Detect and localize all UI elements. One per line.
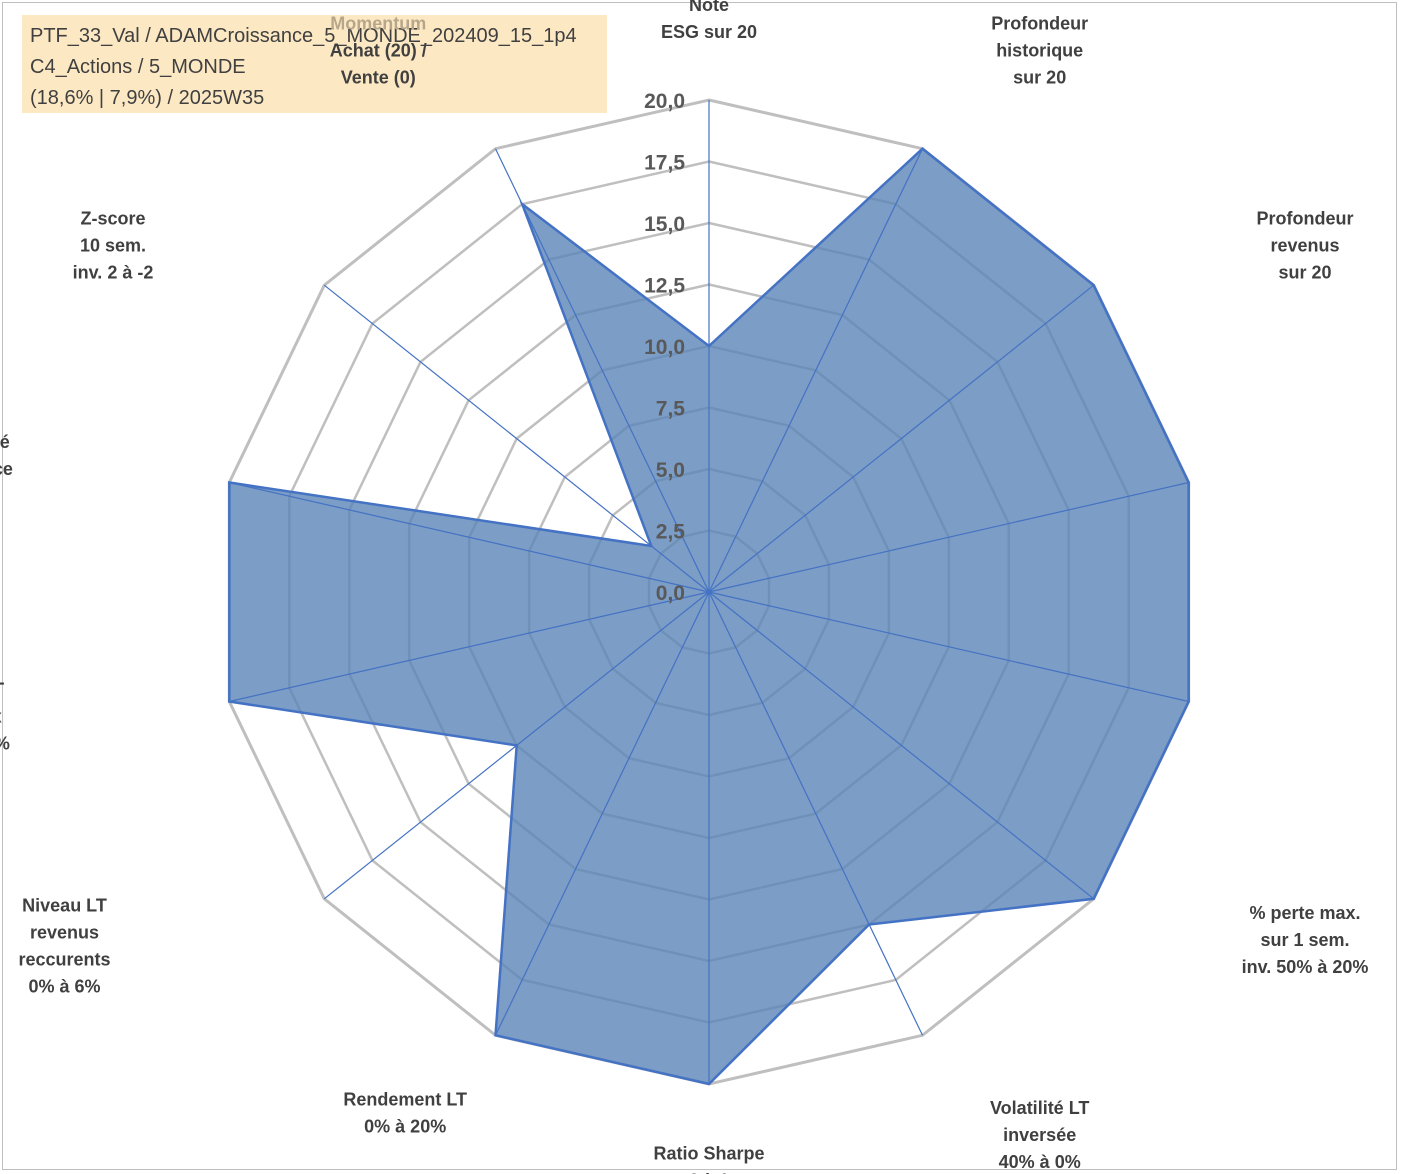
axis-spoke	[708, 591, 1095, 900]
axis-label: -8% à 12%	[0, 734, 10, 754]
axis-spoke	[708, 148, 924, 593]
axis-spoke	[323, 591, 710, 900]
axis-label: 10 sem.	[80, 235, 146, 255]
axis-label: Profondeur	[991, 13, 1088, 33]
axis-label: sur 20	[1013, 67, 1066, 87]
axis-spoke	[229, 591, 710, 703]
axis-spoke	[708, 591, 1189, 703]
radar-tick-labels: 0,0 2,5 5,0 7,5 10,0 12,5 15,0 17,5 20,0	[644, 90, 685, 605]
info-line-stats: (18,6% | 7,9%) / 2025W35	[30, 87, 265, 109]
axis-label: Niveau LT	[22, 896, 107, 916]
axis-spoke	[323, 284, 710, 593]
axis-spoke	[708, 481, 1189, 593]
axis-label: reccurents	[18, 950, 110, 970]
axis-label: Volatilité LT	[990, 1098, 1089, 1118]
axis-label: Achat (20) /	[330, 40, 427, 60]
tick-label: 5,0	[656, 459, 685, 482]
axis-label: vs index	[0, 707, 2, 727]
tick-label: 7,5	[656, 398, 686, 421]
axis-label: Z-score	[80, 208, 145, 228]
axis-label: 40% à 0%	[999, 1152, 1081, 1172]
tick-label: 15,0	[644, 213, 685, 236]
tick-label: 17,5	[644, 152, 685, 175]
axis-label: revenus	[1270, 235, 1339, 255]
axis-spoke	[229, 481, 710, 593]
tick-label: 2,5	[656, 521, 686, 544]
axis-label: 0% à 6%	[28, 977, 100, 997]
axis-label: inversée	[1003, 1125, 1076, 1145]
info-line-category: C4_Actions / 5_MONDE	[30, 56, 246, 78]
tick-label: 0,0	[656, 582, 685, 605]
axis-label: Rendement LT	[343, 1090, 467, 1110]
axis-spoke	[494, 148, 710, 593]
axis-label: Perfo. LT	[0, 680, 4, 700]
tick-label: 20,0	[644, 90, 685, 113]
axis-label: 0 à 1	[689, 1171, 729, 1174]
axis-label: 0% à 20%	[364, 1117, 446, 1137]
info-box: PTF_33_Val / ADAMCroissance_5_MONDE_2024…	[22, 15, 607, 113]
axis-label: Ratio Sharpe	[653, 1144, 764, 1164]
axis-label: Note	[689, 0, 729, 15]
axis-label: sur 1 sem.	[1260, 930, 1349, 950]
axis-label: Régularité	[0, 432, 10, 452]
tick-label: 10,0	[644, 336, 685, 359]
axis-label: inv. 2 à -2	[73, 262, 154, 282]
info-line-portfolio: PTF_33_Val / ADAMCroissance_5_MONDE_2024…	[30, 25, 577, 47]
axis-label: Profondeur	[1257, 208, 1354, 228]
axis-label: Momentum	[330, 13, 426, 33]
axis-label: % perte max.	[1249, 903, 1360, 923]
axis-label: inv. 50% à 20%	[1242, 957, 1369, 977]
axis-label: Vente (0)	[341, 67, 416, 87]
axis-label: historique	[996, 40, 1083, 60]
axis-spoke	[494, 591, 710, 1036]
axis-label: sur 20	[1278, 262, 1331, 282]
tick-label: 12,5	[644, 275, 685, 298]
axis-spoke	[708, 284, 1095, 593]
axis-spoke	[708, 591, 924, 1036]
axis-label: croissance	[0, 459, 13, 479]
axis-label: ESG sur 20	[661, 22, 757, 42]
radar-spokes	[229, 100, 1189, 1084]
axis-label: revenus	[30, 923, 99, 943]
